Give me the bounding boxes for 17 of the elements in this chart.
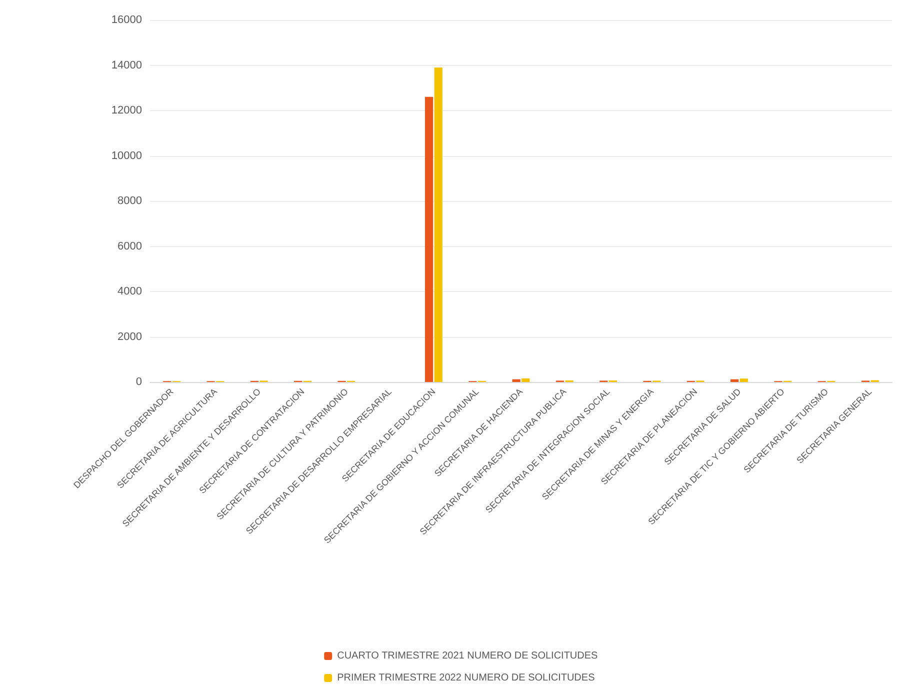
y-tick-label: 16000: [111, 14, 142, 26]
bar: [740, 378, 748, 382]
bar: [522, 378, 530, 382]
y-tick-label: 8000: [118, 195, 142, 207]
y-tick-label: 2000: [118, 330, 142, 343]
y-tick-label: 6000: [118, 240, 142, 252]
bar: [424, 96, 434, 382]
legend-label: PRIMER TRIMESTRE 2022 NUMERO DE SOLICITUDES: [337, 672, 596, 684]
bar: [512, 379, 520, 382]
y-tick-label: 0: [136, 376, 142, 388]
bar: [730, 379, 739, 382]
y-tick-label: 12000: [111, 104, 142, 116]
legend-label: CUARTO TRIMESTRE 2021 NUMERO DE SOLICITUDES: [337, 650, 598, 662]
y-tick-label: 4000: [118, 286, 142, 298]
y-tick-label: 14000: [111, 59, 142, 72]
bar: [434, 68, 442, 382]
y-tick-label: 10000: [111, 150, 142, 162]
